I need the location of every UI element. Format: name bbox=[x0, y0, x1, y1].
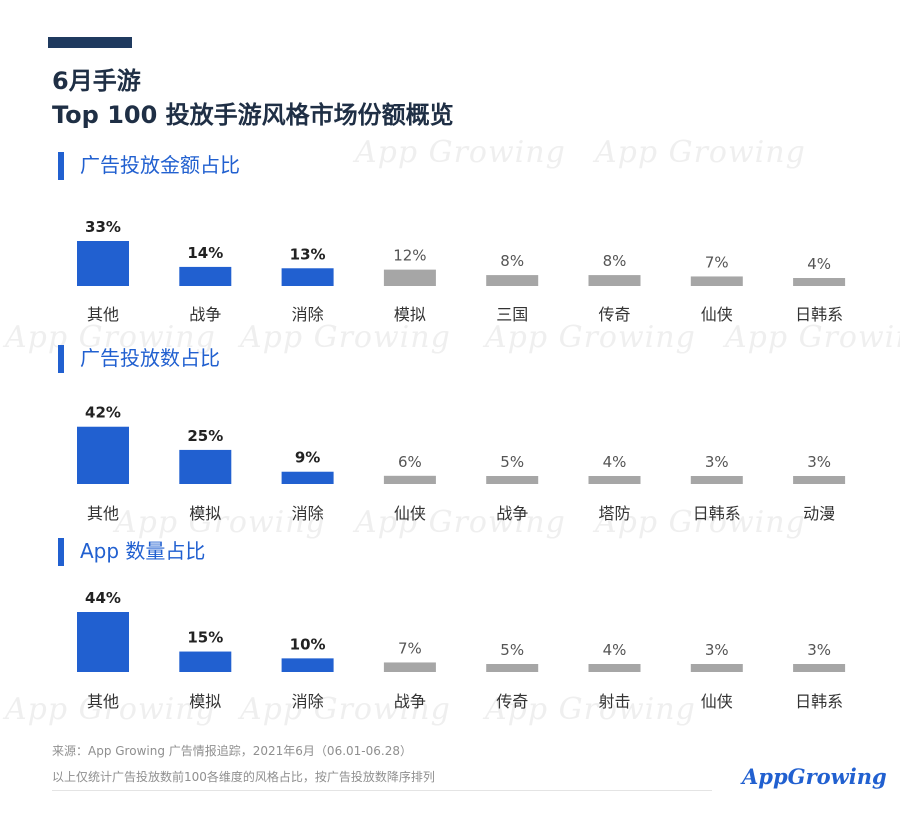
data-label-3: 9% bbox=[295, 449, 320, 467]
bar-8 bbox=[793, 476, 846, 484]
bar-4 bbox=[383, 662, 436, 672]
chart-ad-spend-share: 33% 其他 14% 战争 13% 消除 12% 模拟 8% 三国 8% 传奇 7% 仙侠 4% 日韩系 bbox=[77, 218, 846, 324]
bar-3 bbox=[281, 658, 334, 672]
section-title: 广告投放数占比 bbox=[80, 346, 220, 370]
category-label-8: 日韩系 bbox=[795, 305, 843, 324]
bar-5 bbox=[486, 275, 539, 286]
category-label-7: 日韩系 bbox=[693, 504, 741, 523]
bar-2 bbox=[179, 449, 232, 484]
data-label-2: 15% bbox=[187, 629, 223, 647]
header-accent-bar bbox=[48, 37, 132, 48]
bar-5 bbox=[486, 476, 539, 484]
section-accent-bar bbox=[58, 152, 64, 180]
footer-note: 以上仅统计广告投放数前100各维度的风格占比，按广告投放数降序排列 bbox=[52, 770, 435, 784]
bar-7 bbox=[690, 664, 743, 672]
bar-1 bbox=[77, 426, 129, 484]
chart-ad-count-share: 42% 其他 25% 模拟 9% 消除 6% 仙侠 5% 战争 4% 塔防 3% 日韩系 3% 动漫 bbox=[77, 404, 846, 523]
category-label-7: 仙侠 bbox=[701, 305, 733, 324]
category-label-2: 模拟 bbox=[189, 504, 221, 523]
bar-2 bbox=[179, 651, 232, 672]
data-label-2: 25% bbox=[187, 427, 223, 445]
page-title-line2: Top 100 投放手游风格市场份额概览 bbox=[52, 101, 454, 129]
category-label-5: 传奇 bbox=[496, 692, 528, 711]
appgrowing-logo: AppGrowing bbox=[742, 764, 887, 789]
data-label-3: 10% bbox=[290, 635, 326, 653]
bar-8 bbox=[793, 278, 846, 286]
category-label-3: 消除 bbox=[292, 692, 324, 711]
category-label-6: 传奇 bbox=[598, 305, 630, 324]
section-accent-bar bbox=[58, 538, 64, 566]
category-label-4: 模拟 bbox=[394, 305, 426, 324]
category-label-6: 射击 bbox=[598, 692, 630, 711]
category-label-5: 三国 bbox=[496, 305, 528, 324]
bar-3 bbox=[281, 471, 334, 484]
category-label-1: 其他 bbox=[87, 305, 119, 324]
data-label-1: 44% bbox=[85, 589, 121, 607]
footer-divider bbox=[52, 790, 712, 791]
category-label-8: 动漫 bbox=[803, 504, 835, 523]
category-label-1: 其他 bbox=[87, 504, 119, 523]
section-title: 广告投放金额占比 bbox=[80, 153, 240, 177]
bar-7 bbox=[690, 276, 743, 286]
bar-2 bbox=[179, 266, 232, 286]
watermark: App Growing bbox=[595, 135, 806, 170]
section-title: App 数量占比 bbox=[80, 539, 206, 563]
data-label-6: 4% bbox=[603, 453, 627, 471]
category-label-8: 日韩系 bbox=[795, 692, 843, 711]
category-label-4: 战争 bbox=[394, 692, 426, 711]
page-title-line1: 6月手游 bbox=[52, 67, 141, 95]
data-label-4: 7% bbox=[398, 639, 422, 657]
category-label-7: 仙侠 bbox=[701, 692, 733, 711]
bar-1 bbox=[77, 612, 129, 672]
bar-6 bbox=[588, 476, 641, 484]
data-label-8: 3% bbox=[807, 641, 831, 659]
category-label-3: 消除 bbox=[292, 305, 324, 324]
data-label-4: 12% bbox=[393, 247, 426, 265]
data-label-5: 5% bbox=[500, 453, 524, 471]
bar-6 bbox=[588, 275, 641, 286]
category-label-4: 仙侠 bbox=[394, 504, 426, 523]
data-label-7: 3% bbox=[705, 453, 729, 471]
category-label-5: 战争 bbox=[496, 504, 528, 523]
data-label-6: 4% bbox=[603, 641, 627, 659]
category-label-1: 其他 bbox=[87, 692, 119, 711]
data-label-6: 8% bbox=[603, 252, 627, 270]
bar-7 bbox=[690, 476, 743, 484]
watermark: App Growing bbox=[355, 135, 566, 170]
bar-8 bbox=[793, 664, 846, 672]
bar-1 bbox=[77, 241, 129, 286]
category-label-6: 塔防 bbox=[598, 504, 630, 523]
data-label-5: 5% bbox=[500, 641, 524, 659]
data-label-4: 6% bbox=[398, 453, 422, 471]
category-label-2: 战争 bbox=[189, 305, 221, 324]
data-label-8: 3% bbox=[807, 453, 831, 471]
footer-source: 来源：App Growing 广告情报追踪，2021年6月（06.01-06.2… bbox=[52, 744, 412, 758]
bar-5 bbox=[486, 664, 539, 672]
data-label-5: 8% bbox=[500, 252, 524, 270]
data-label-7: 3% bbox=[705, 641, 729, 659]
bar-3 bbox=[281, 268, 334, 286]
bar-4 bbox=[383, 269, 436, 286]
bar-4 bbox=[383, 475, 436, 484]
section-accent-bar bbox=[58, 345, 64, 373]
category-label-3: 消除 bbox=[292, 504, 324, 523]
data-label-3: 13% bbox=[290, 245, 326, 263]
data-label-8: 4% bbox=[807, 255, 831, 273]
data-label-1: 33% bbox=[85, 218, 121, 236]
bar-6 bbox=[588, 664, 641, 672]
category-label-2: 模拟 bbox=[189, 692, 221, 711]
data-label-7: 7% bbox=[705, 253, 729, 271]
data-label-1: 42% bbox=[85, 404, 121, 422]
chart-app-count-share: 44% 其他 15% 模拟 10% 消除 7% 战争 5% 传奇 4% 射击 3% 仙侠 3% 日韩系 bbox=[77, 589, 846, 711]
data-label-2: 14% bbox=[187, 244, 223, 262]
